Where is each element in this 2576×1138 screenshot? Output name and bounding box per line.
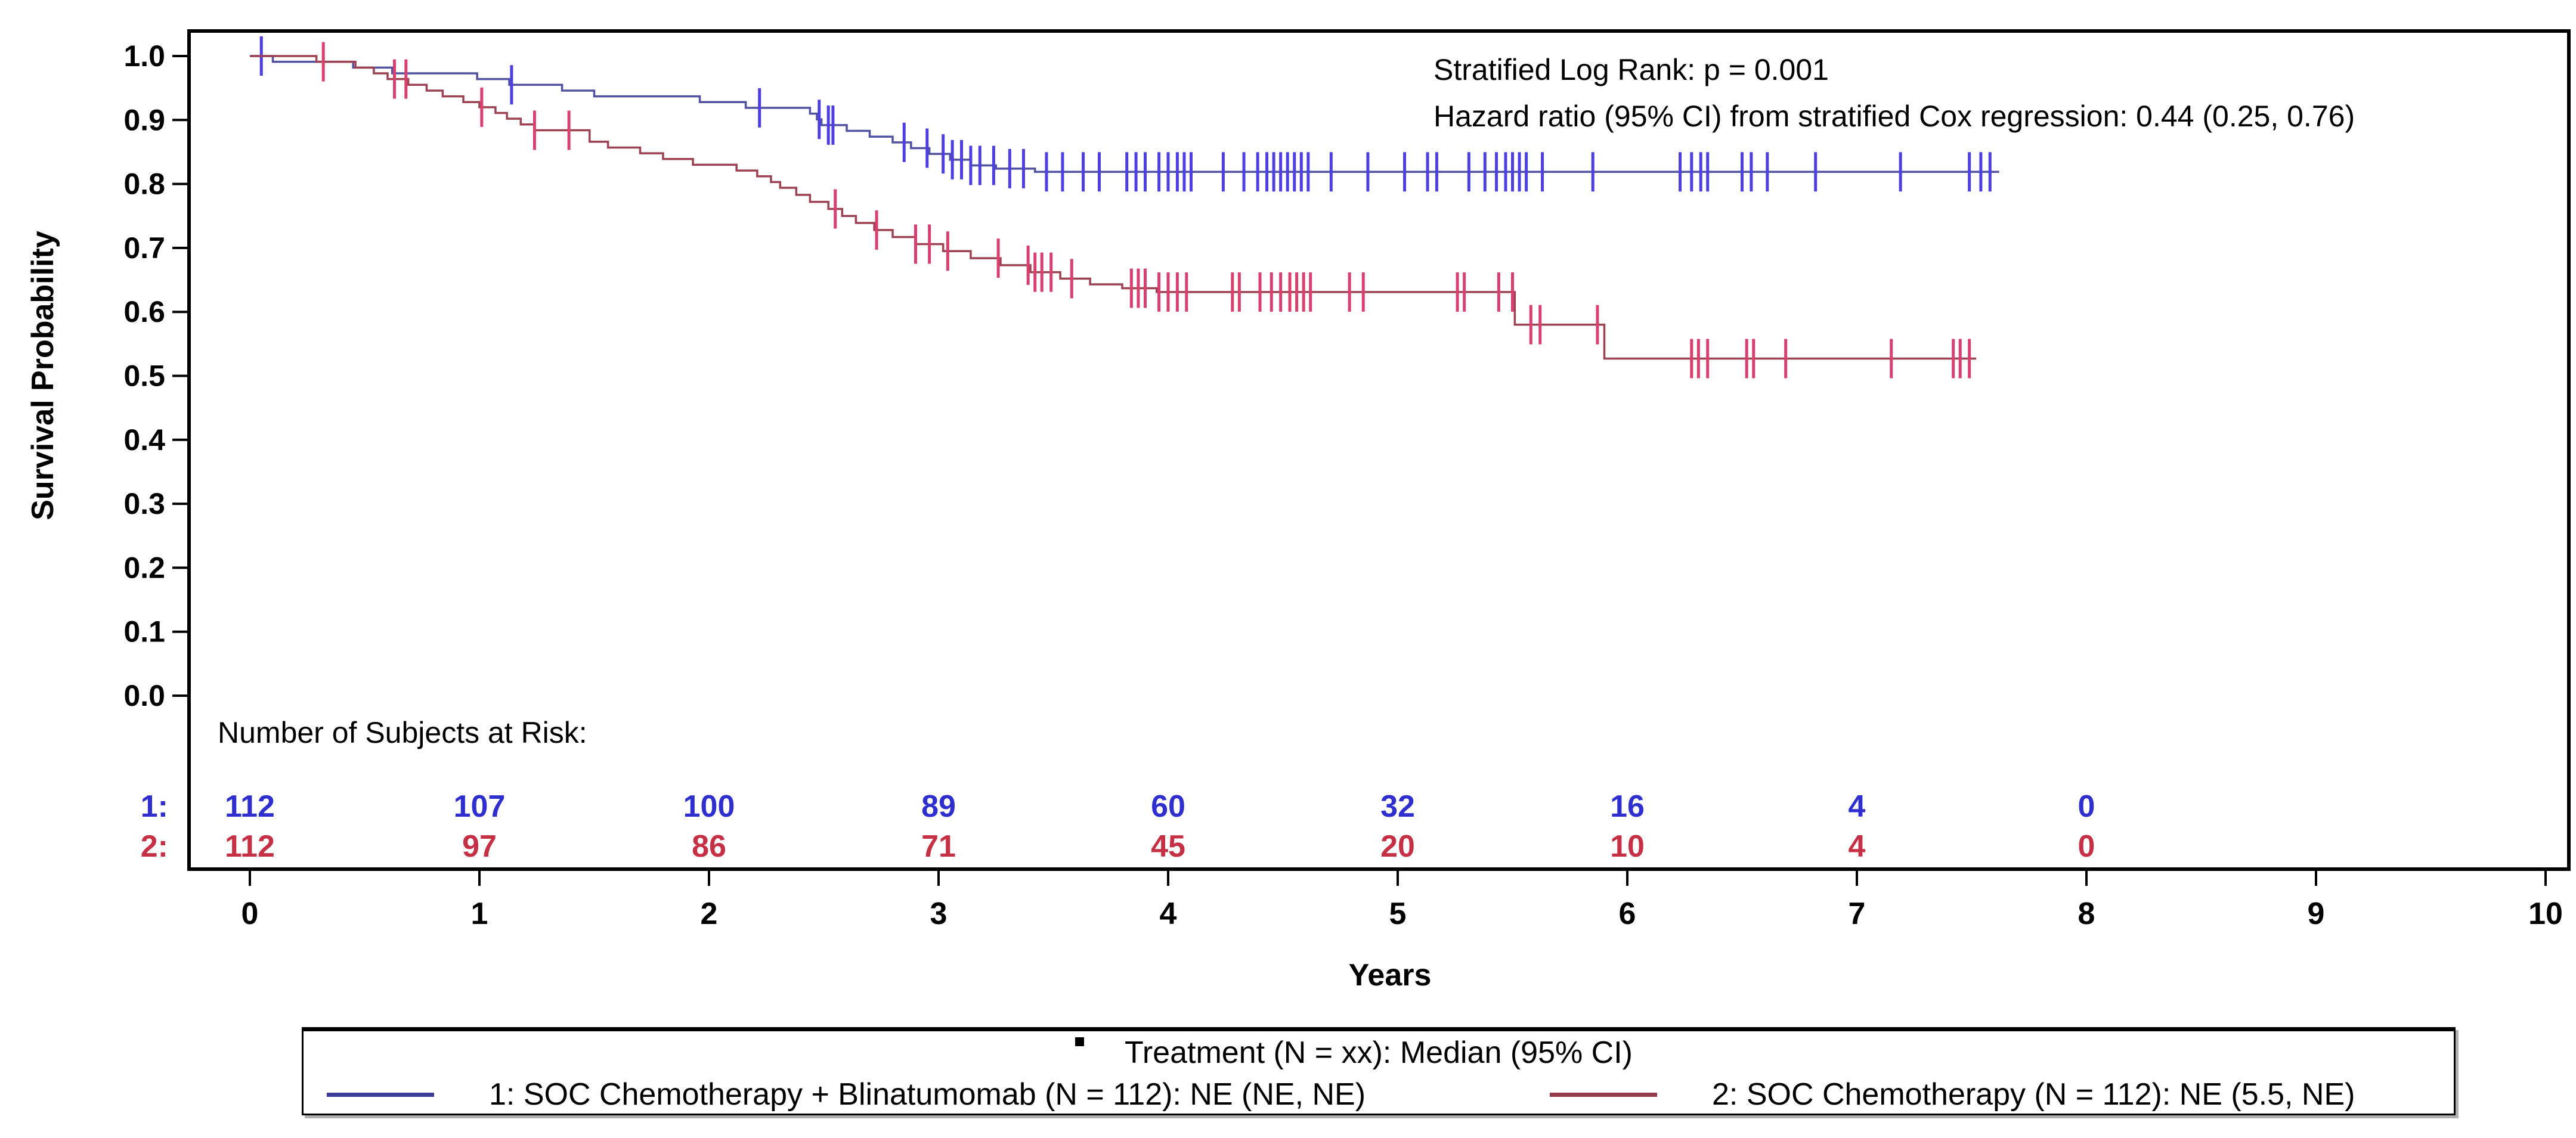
risk-count: 60: [1151, 789, 1185, 824]
y-tick-label: 0.8: [123, 168, 165, 201]
x-tick-label: 7: [1849, 897, 1866, 931]
risk-count: 107: [454, 789, 506, 824]
x-tick-label: 0: [242, 897, 259, 931]
legend-swatch-treatment-2: [1550, 1093, 1657, 1097]
risk-count: 10: [1610, 829, 1645, 864]
y-axis-title: Survival Probability: [26, 231, 60, 520]
y-tick-label: 1.0: [123, 39, 165, 73]
risk-count: 89: [921, 789, 956, 824]
risk-count: 4: [1849, 789, 1866, 824]
risk-count: 45: [1151, 829, 1185, 864]
y-tick-label: 0.9: [123, 103, 165, 137]
legend-label-treatment-1: 1: SOC Chemotherapy + Blinatumomab (N = …: [489, 1077, 1366, 1112]
x-axis-title: Years: [1348, 958, 1432, 993]
risk-count: 100: [683, 789, 735, 824]
survival-step-line: [250, 55, 1977, 360]
y-tick-label: 0.2: [123, 551, 165, 584]
risk-count: 20: [1380, 829, 1415, 864]
y-tick-label: 0.4: [123, 423, 165, 457]
legend-artifact-square: [1075, 1037, 1084, 1046]
risk-table-header: Number of Subjects at Risk:: [218, 716, 587, 749]
legend-label-treatment-2: 2: SOC Chemotherapy (N = 112): NE (5.5, …: [1712, 1077, 2355, 1112]
x-tick-label: 4: [1160, 897, 1177, 931]
y-tick-label: 0.5: [123, 359, 165, 393]
plot-frame: [187, 29, 2571, 871]
y-tick-label: 0.0: [123, 679, 165, 712]
km-curve-series-1: [250, 36, 1999, 192]
risk-count: 97: [462, 829, 497, 864]
km-curve-series-2: [250, 42, 1977, 379]
risk-count: 0: [2078, 829, 2095, 864]
risk-row-label: 2:: [141, 829, 168, 864]
x-tick-label: 8: [2078, 897, 2095, 931]
legend-title: Treatment (N = xx): Median (95% CI): [1125, 1035, 1633, 1070]
y-tick-label: 0.3: [123, 487, 165, 520]
risk-table: 1: 112 107 100 89 60 32 16 4 0 2: 112 97 86 71 45 20 10 4 0: [141, 789, 2095, 864]
risk-count: 16: [1610, 789, 1645, 824]
legend: Treatment (N = xx): Median (95% CI) 1: S…: [302, 1027, 2456, 1115]
risk-row-label: 1:: [141, 789, 168, 824]
risk-count: 0: [2078, 789, 2095, 824]
risk-count: 112: [225, 829, 275, 864]
x-axis-ticks: 0 1 2 3 4 5 6 7 8 9 10: [242, 869, 2563, 931]
x-tick-label: 6: [1619, 897, 1636, 931]
risk-count: 71: [921, 829, 956, 864]
y-tick-label: 0.7: [123, 231, 165, 265]
log-rank-annotation: Stratified Log Rank: p = 0.001: [1433, 53, 1829, 86]
x-tick-label: 1: [471, 897, 488, 931]
x-tick-label: 2: [701, 897, 718, 931]
y-axis-ticks: 1.0 0.9 0.8 0.7 0.6 0.5 0.4 0.3 0.2 0.1 0.0: [123, 39, 189, 712]
survival-step-line: [250, 55, 1999, 173]
x-tick-label: 10: [2528, 897, 2563, 931]
risk-count: 4: [1849, 829, 1866, 864]
legend-swatch-treatment-1: [327, 1093, 434, 1097]
risk-count: 86: [692, 829, 726, 864]
risk-count: 32: [1380, 789, 1415, 824]
risk-count: 112: [225, 789, 275, 824]
x-tick-label: 9: [2308, 897, 2325, 931]
y-tick-label: 0.6: [123, 295, 165, 328]
hazard-ratio-annotation: Hazard ratio (95% CI) from stratified Co…: [1433, 100, 2355, 133]
y-tick-label: 0.1: [123, 615, 165, 649]
stats-annotations: Stratified Log Rank: p = 0.001 Hazard ra…: [1433, 46, 2355, 139]
x-tick-label: 3: [930, 897, 948, 931]
x-tick-label: 5: [1389, 897, 1407, 931]
